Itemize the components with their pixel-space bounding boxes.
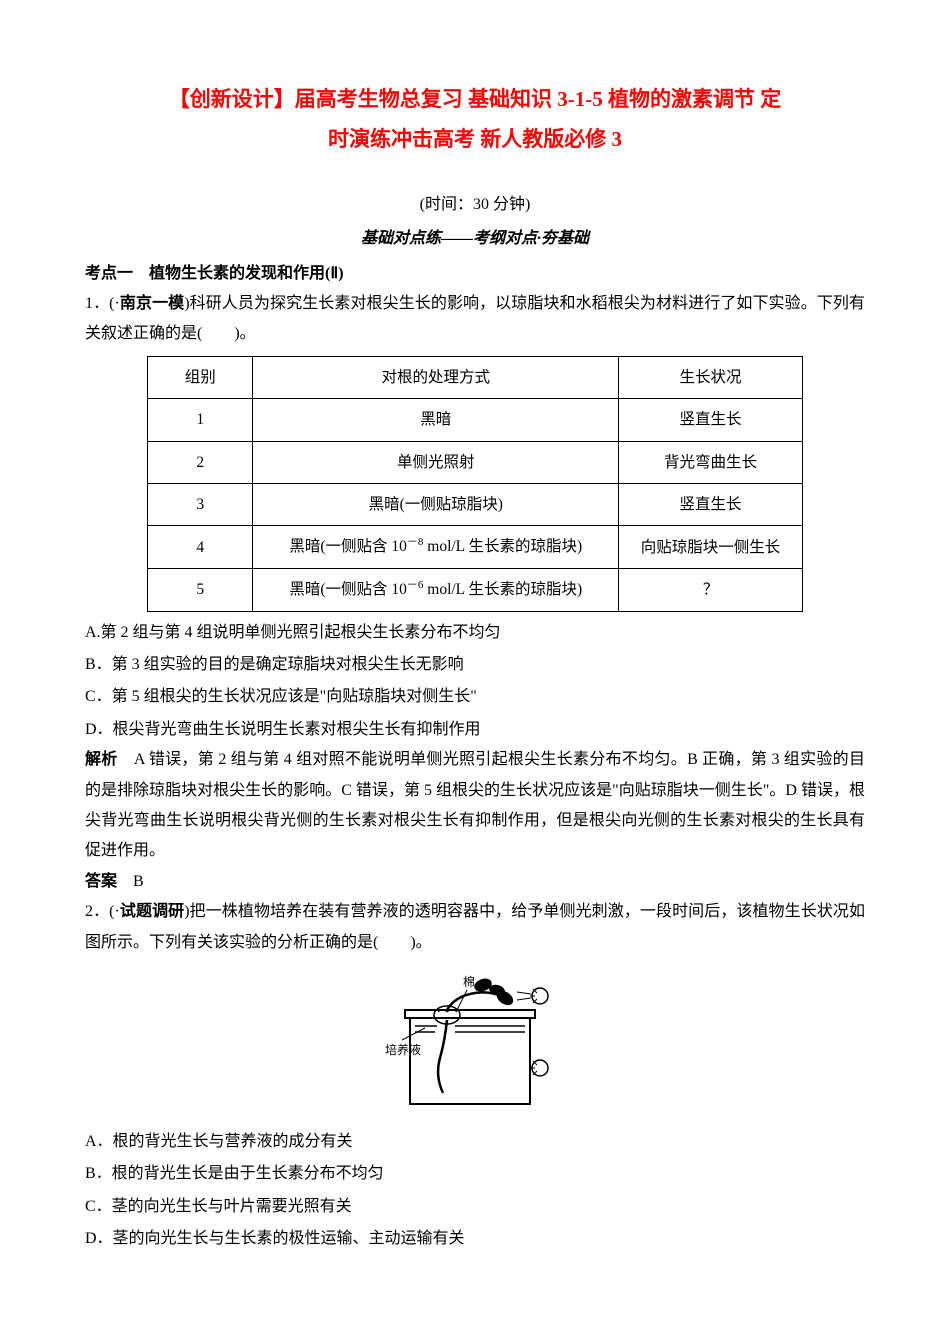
table-row: 1 黑暗 竖直生长	[148, 399, 802, 441]
table-header-row: 组别 对根的处理方式 生长状况	[148, 356, 802, 398]
question-1-stem: 1．(·南京一模)科研人员为探究生长素对根尖生长的影响，以琼脂块和水稻根尖为材料…	[85, 289, 865, 350]
q1-option-b: B．第 3 组实验的目的是确定琼脂块对根尖生长无影响	[85, 650, 865, 680]
table-cell: 黑暗	[253, 399, 619, 441]
table-header-cell: 对根的处理方式	[253, 356, 619, 398]
table-cell: 1	[148, 399, 253, 441]
answer-label: 答案	[85, 873, 117, 890]
time-limit: (时间：30 分钟)	[85, 190, 865, 220]
title-line-2: 时演练冲击高考 新人教版必修 3	[328, 127, 622, 151]
table-cell: 4	[148, 526, 253, 569]
table-row: 2 单侧光照射 背光弯曲生长	[148, 441, 802, 483]
q2-source: 试题调研	[120, 903, 184, 920]
table-cell: 向贴琼脂块一侧生长	[619, 526, 802, 569]
q1-answer: 答案 B	[85, 867, 865, 897]
practice-header: 基础对点练——考纲对点·夯基础	[85, 224, 865, 254]
exam-point-1: 考点一 植物生长素的发现和作用(Ⅱ)	[85, 259, 865, 289]
table-cell: 黑暗(一侧贴琼脂块)	[253, 484, 619, 526]
question-2-stem: 2．(·试题调研)把一株植物培养在装有营养液的透明容器中，给予单侧光刺激，一段时…	[85, 897, 865, 958]
document-title: 【创新设计】届高考生物总复习 基础知识 3-1-5 植物的激素调节 定 时演练冲…	[85, 80, 865, 160]
q1-option-c: C．第 5 组根尖的生长状况应该是"向贴琼脂块对侧生长"	[85, 682, 865, 712]
cotton-label: 棉	[463, 975, 475, 989]
q1-source: 南京一模	[120, 295, 184, 312]
table-cell: 2	[148, 441, 253, 483]
q1-table: 组别 对根的处理方式 生长状况 1 黑暗 竖直生长 2 单侧光照射 背光弯曲生长…	[147, 356, 802, 612]
q1-answer-value: B	[117, 873, 144, 890]
table-cell: 黑暗(一侧贴含 10－6 mol/L 生长素的琼脂块)	[253, 569, 619, 612]
solution-label: 培养液	[385, 1042, 421, 1057]
table-cell: 单侧光照射	[253, 441, 619, 483]
q2-option-b: B．根的背光生长是由于生长素分布不均匀	[85, 1159, 865, 1189]
q1-option-a: A.第 2 组与第 4 组说明单侧光照引起根尖生长素分布不均匀	[85, 618, 865, 648]
q1-analysis-text: A 错误，第 2 组与第 4 组对照不能说明单侧光照引起根尖生长素分布不均匀。B…	[85, 751, 865, 859]
table-row: 4 黑暗(一侧贴含 10－8 mol/L 生长素的琼脂块) 向贴琼脂块一侧生长	[148, 526, 802, 569]
table-cell: 竖直生长	[619, 399, 802, 441]
table-cell: 竖直生长	[619, 484, 802, 526]
q1-option-d: D．根尖背光弯曲生长说明生长素对根尖生长有抑制作用	[85, 715, 865, 745]
q2-figure: 棉 培养液	[85, 968, 865, 1113]
table-header-cell: 生长状况	[619, 356, 802, 398]
table-cell: ？	[619, 569, 802, 612]
analysis-label: 解析	[85, 751, 118, 768]
title-line-1: 【创新设计】届高考生物总复习 基础知识 3-1-5 植物的激素调节 定	[169, 87, 781, 111]
q2-option-c: C．茎的向光生长与叶片需要光照有关	[85, 1192, 865, 1222]
q1-analysis: 解析 A 错误，第 2 组与第 4 组对照不能说明单侧光照引起根尖生长素分布不均…	[85, 745, 865, 867]
table-row: 5 黑暗(一侧贴含 10－6 mol/L 生长素的琼脂块) ？	[148, 569, 802, 612]
table-header-cell: 组别	[148, 356, 253, 398]
plant-diagram-icon: 棉 培养液	[385, 968, 565, 1113]
table-cell: 5	[148, 569, 253, 612]
table-cell: 黑暗(一侧贴含 10－8 mol/L 生长素的琼脂块)	[253, 526, 619, 569]
q2-option-a: A．根的背光生长与营养液的成分有关	[85, 1127, 865, 1157]
q2-option-d: D．茎的向光生长与生长素的极性运输、主动运输有关	[85, 1224, 865, 1254]
table-row: 3 黑暗(一侧贴琼脂块) 竖直生长	[148, 484, 802, 526]
table-cell: 3	[148, 484, 253, 526]
table-cell: 背光弯曲生长	[619, 441, 802, 483]
